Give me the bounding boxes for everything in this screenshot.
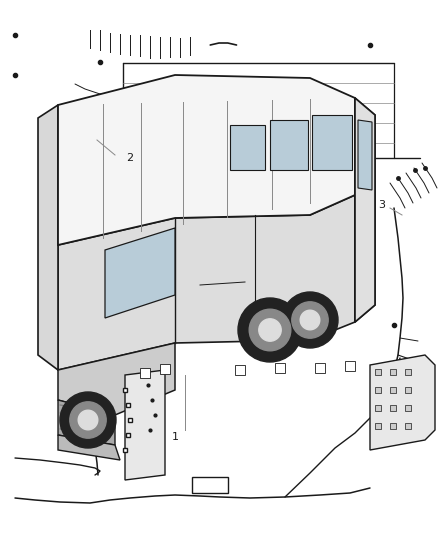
Bar — [192, 477, 228, 493]
Text: 1: 1 — [172, 432, 179, 442]
Polygon shape — [38, 105, 58, 370]
Bar — [345, 361, 355, 371]
Bar — [375, 405, 381, 411]
Circle shape — [60, 392, 116, 448]
Circle shape — [300, 310, 320, 330]
Bar — [405, 423, 411, 429]
Bar — [375, 387, 381, 393]
Text: 2: 2 — [127, 153, 134, 163]
Circle shape — [238, 298, 302, 362]
Bar — [160, 364, 170, 374]
Polygon shape — [58, 435, 120, 460]
Text: 3: 3 — [378, 200, 385, 210]
Bar — [375, 369, 381, 375]
Polygon shape — [312, 115, 352, 170]
Circle shape — [292, 302, 328, 338]
Circle shape — [259, 319, 281, 341]
Polygon shape — [355, 98, 375, 322]
Bar — [390, 369, 396, 375]
Polygon shape — [58, 195, 355, 370]
Polygon shape — [58, 343, 175, 415]
Circle shape — [249, 309, 291, 351]
Circle shape — [70, 402, 106, 438]
Bar — [375, 423, 381, 429]
Bar — [275, 363, 285, 373]
Circle shape — [282, 292, 338, 348]
Bar — [315, 363, 325, 373]
Bar — [405, 369, 411, 375]
Polygon shape — [270, 120, 308, 170]
Polygon shape — [58, 400, 115, 445]
Polygon shape — [125, 370, 165, 480]
Polygon shape — [105, 228, 175, 318]
Bar — [390, 405, 396, 411]
Bar — [140, 368, 150, 378]
Bar — [405, 405, 411, 411]
Polygon shape — [58, 75, 355, 245]
Bar — [390, 387, 396, 393]
Bar — [390, 423, 396, 429]
Bar — [405, 387, 411, 393]
Polygon shape — [370, 355, 435, 450]
Polygon shape — [355, 98, 375, 322]
Circle shape — [78, 410, 98, 430]
Polygon shape — [230, 125, 265, 170]
Polygon shape — [358, 120, 372, 190]
Bar — [235, 365, 245, 375]
